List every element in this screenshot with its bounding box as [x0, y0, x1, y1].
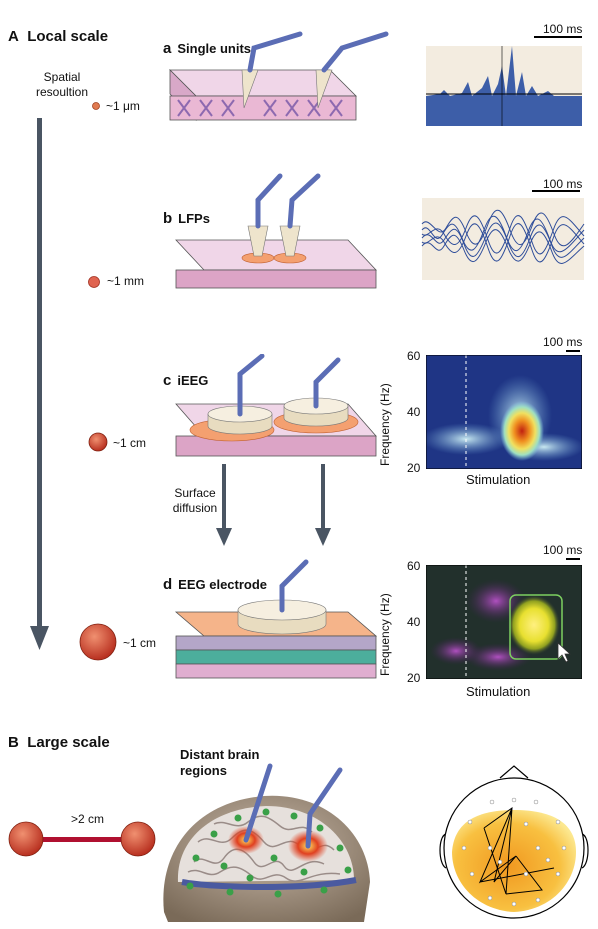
scale-bar-c — [566, 350, 580, 352]
tick-40-c: 40 — [407, 405, 421, 419]
surface-diffusion-label: Surface diffusion — [172, 486, 218, 515]
tick-40-d: 40 — [407, 615, 421, 629]
panel-d-title: d EEG electrode — [163, 576, 268, 593]
tick-60-d: 60 — [407, 559, 421, 573]
lfp-trace — [421, 190, 585, 280]
ieeg-spectrogram — [426, 355, 582, 469]
tick-60-c: 60 — [407, 349, 421, 363]
single-units-trace — [426, 36, 582, 126]
lfp-diagram — [175, 173, 377, 289]
tick-20-d: 20 — [407, 671, 421, 685]
eeg-spectrogram — [426, 565, 582, 679]
scale-bar-label-b: 100 ms — [543, 177, 583, 191]
resolution-label-cm-eeg: ~1 cm — [123, 636, 157, 650]
panel-b-title: b LFPs — [163, 210, 210, 227]
resolution-dot-cm-ieeg — [88, 432, 108, 452]
scale-bar-label-d: 100 ms — [543, 543, 583, 557]
section-b-header: B Large scale — [8, 734, 110, 751]
spatial-resolution-label: Spatial resoultion — [35, 70, 89, 99]
resolution-dot-cm-eeg — [79, 623, 117, 661]
resolution-arrow — [30, 118, 49, 650]
section-a-header: A Local scale — [8, 28, 109, 45]
eeg-electrode-diagram — [174, 559, 378, 679]
ylabel-d: Frequency (Hz) — [378, 593, 392, 676]
resolution-dot-um — [92, 102, 100, 110]
panel-c-title: c iEEG — [163, 372, 209, 389]
resolution-label-mm: ~1 mm — [107, 274, 145, 288]
brain-illustration — [163, 763, 370, 922]
single-units-diagram — [169, 31, 389, 121]
brain-label: Distant brain regions — [180, 747, 260, 778]
xlabel-c: Stimulation — [466, 472, 531, 487]
diffusion-arrows — [216, 464, 331, 546]
scale-bar-label-c: 100 ms — [543, 335, 583, 349]
xlabel-d: Stimulation — [466, 684, 531, 699]
scalp-topography — [439, 765, 589, 919]
resolution-dot-mm — [88, 276, 100, 288]
scale-bar-d — [566, 558, 580, 560]
distance-dumbbell — [8, 821, 156, 857]
resolution-label-um: ~1 μm — [106, 99, 140, 113]
distance-label: >2 cm — [71, 812, 105, 826]
panel-a-title: a Single units — [163, 40, 252, 57]
resolution-label-cm-ieeg: ~1 cm — [113, 436, 147, 450]
ieeg-diagram — [175, 354, 377, 457]
ylabel-c: Frequency (Hz) — [378, 383, 392, 466]
scale-bar-label-a: 100 ms — [543, 22, 583, 36]
cursor-icon — [557, 642, 572, 663]
tick-20-c: 20 — [407, 461, 421, 475]
